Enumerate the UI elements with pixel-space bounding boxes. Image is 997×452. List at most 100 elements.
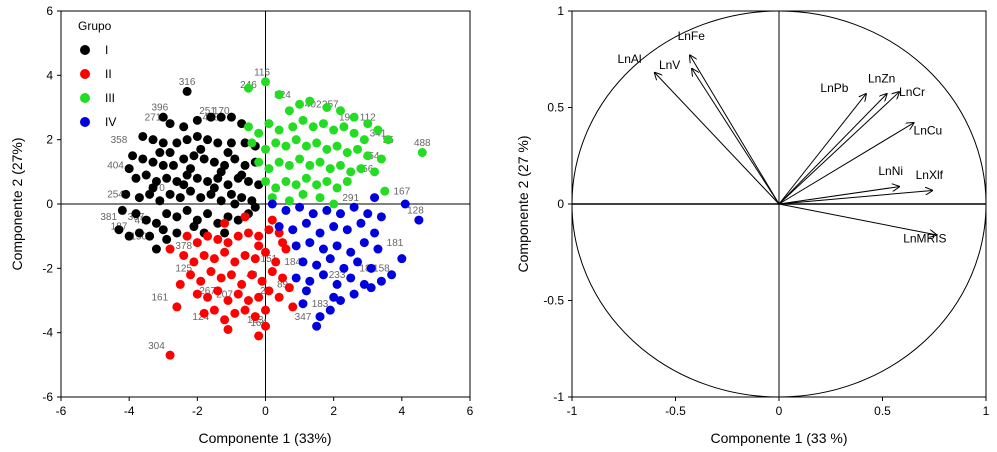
loadings-x-tick-label: 1: [983, 404, 990, 418]
data-point-group-IV: [301, 286, 311, 296]
point-label: 199: [339, 112, 356, 123]
data-point-group-IV: [359, 279, 369, 289]
data-point-group-II: [220, 218, 230, 228]
legend-marker-I: [80, 45, 90, 55]
data-point-group-I: [209, 183, 219, 193]
loading-label-LnZn: LnZn: [868, 71, 895, 85]
point-label: 271: [145, 112, 162, 123]
data-point-group-IV: [370, 193, 380, 203]
data-point-group-I: [186, 164, 196, 174]
data-point-group-I: [179, 122, 189, 132]
scatter-panel: 1163163962463244782511704022571124883415…: [9, 4, 474, 446]
data-point-group-III: [254, 128, 264, 138]
data-point-group-I: [179, 154, 189, 164]
data-point-group-III: [295, 154, 305, 164]
scatter-x-axis-label: Componente 1 (33%): [198, 430, 331, 446]
data-point-group-III: [261, 144, 270, 154]
point-label: 207: [216, 289, 233, 300]
point-label: 184: [284, 257, 301, 268]
data-point-group-III: [332, 141, 342, 151]
data-point-group-I: [216, 196, 226, 206]
data-point-group-I: [138, 131, 148, 141]
data-point-group-I: [162, 209, 172, 219]
data-point-group-III: [335, 106, 345, 116]
data-point-group-II: [216, 273, 226, 283]
data-point-group-I: [203, 135, 213, 145]
data-point-group-II: [243, 228, 253, 238]
loading-label-LnNi: LnNi: [878, 164, 903, 178]
scatter-y-tick-label: 0: [46, 197, 53, 211]
data-point-group-II: [288, 302, 298, 312]
point-label: 124: [192, 312, 209, 323]
data-point-group-IV: [298, 257, 308, 267]
data-point-group-II: [237, 279, 247, 289]
data-point-group-III: [274, 157, 284, 167]
point-label: 112: [360, 112, 376, 123]
data-point-group-I: [134, 228, 144, 238]
data-point-group-IV: [308, 209, 318, 219]
point-label: 161: [151, 293, 168, 304]
loadings-y-tick-label: 0.5: [547, 101, 564, 115]
loadings-x-tick-label: -0.5: [665, 404, 686, 418]
scatter-y-tick-label: 6: [46, 4, 53, 18]
data-point-group-I: [172, 228, 182, 238]
data-point-group-I: [162, 173, 172, 183]
data-point-group-II: [179, 250, 189, 260]
data-point-group-III: [349, 128, 359, 138]
data-point-group-III: [284, 160, 294, 170]
data-point-group-II: [254, 331, 264, 341]
data-point-group-I: [158, 225, 168, 235]
data-point-group-III: [308, 122, 318, 132]
point-label: 164: [250, 318, 267, 329]
data-point-group-I: [128, 151, 138, 161]
data-point-group-III: [264, 119, 274, 129]
legend-marker-IV: [80, 117, 90, 127]
data-point-group-III: [271, 183, 281, 193]
data-point-group-III: [373, 125, 383, 135]
point-label: 347: [295, 312, 312, 323]
data-point-group-IV: [305, 238, 315, 248]
data-point-group-IV: [318, 270, 328, 280]
point-label: 181: [387, 238, 404, 249]
data-point-group-II: [172, 302, 182, 312]
legend-label-III: III: [105, 91, 115, 105]
data-point-group-II: [284, 283, 294, 293]
scatter-x-tick-label: 0: [262, 404, 269, 418]
point-label: 128: [407, 206, 424, 217]
data-point-group-II: [250, 312, 260, 322]
data-point-group-II: [223, 238, 233, 248]
data-point-group-III: [332, 183, 342, 193]
data-point-group-I: [216, 112, 226, 122]
legend-label-I: I: [105, 43, 108, 57]
data-point-group-I: [141, 215, 151, 225]
data-point-group-II: [199, 250, 209, 260]
data-point-group-II: [230, 257, 240, 267]
data-point-group-I: [155, 196, 165, 206]
data-point-group-I: [240, 138, 250, 148]
data-point-group-II: [254, 241, 264, 251]
data-point-group-I: [237, 119, 247, 129]
data-point-group-II: [226, 270, 236, 280]
loadings-y-ticks: -1 -0.5 0 0.5 1: [543, 4, 572, 404]
data-point-group-III: [254, 157, 264, 167]
data-point-group-II: [206, 267, 216, 277]
point-label: 316: [179, 77, 196, 88]
data-point-group-III: [305, 160, 315, 170]
data-point-group-II: [257, 276, 267, 286]
data-point-group-II: [213, 286, 223, 296]
loading-arrow-LnMRIS: [778, 203, 936, 235]
data-point-group-III: [291, 135, 301, 145]
point-label: 402: [305, 100, 322, 111]
data-point-group-IV: [366, 263, 376, 273]
data-point-group-III: [376, 154, 386, 164]
data-point-group-II: [264, 225, 274, 235]
data-point-group-IV: [376, 276, 386, 286]
data-point-group-II: [247, 270, 257, 280]
data-point-group-III: [335, 160, 345, 170]
data-point-group-I: [114, 225, 124, 235]
data-point-group-II: [175, 279, 185, 289]
data-point-group-I: [213, 218, 223, 228]
loading-label-LnFe: LnFe: [678, 29, 706, 43]
loading-arrow-LnFe: [690, 55, 780, 205]
data-point-group-IV: [349, 289, 359, 299]
